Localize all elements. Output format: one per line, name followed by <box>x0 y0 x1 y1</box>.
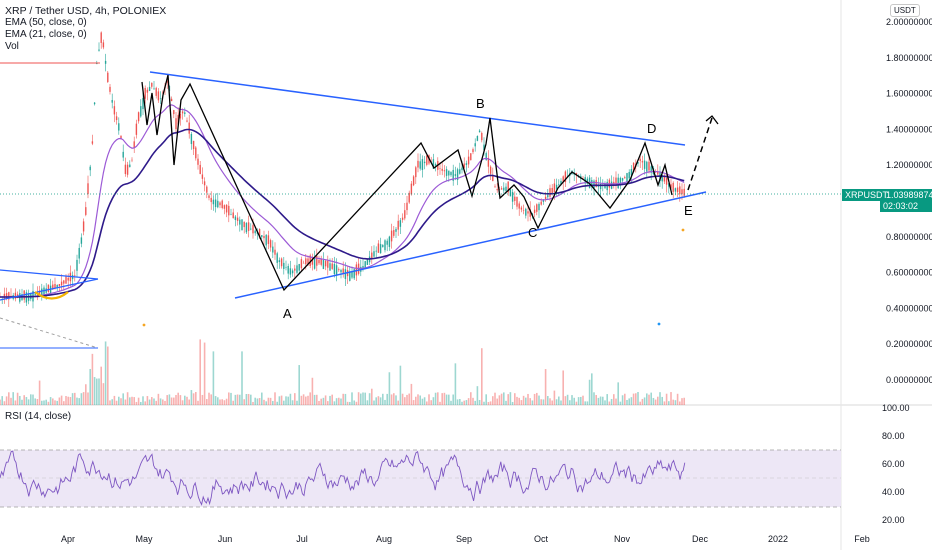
lower-trendline <box>234 191 707 299</box>
left-dashed-line <box>0 317 99 349</box>
yellow-arc <box>34 291 69 300</box>
symbol-title[interactable]: XRP / Tether USD, 4h, POLONIEX <box>5 5 167 17</box>
price-axis-label: 0.20000000 <box>886 339 932 349</box>
time-axis-label: Aug <box>376 534 392 544</box>
rsi-legend[interactable]: RSI (14, close) <box>5 411 72 422</box>
blue-marker <box>657 322 661 326</box>
time-axis-label: 2022 <box>768 534 788 544</box>
ema50-line <box>0 128 685 298</box>
time-axis-label: Jun <box>218 534 233 544</box>
candlesticks <box>0 31 685 309</box>
price-axis-label: 0.80000000 <box>886 232 932 242</box>
time-axis-label: Feb <box>854 534 870 544</box>
upper-trendline <box>149 71 686 146</box>
countdown-value: 02:03:02 <box>883 201 919 211</box>
rsi-band <box>0 450 841 507</box>
price-axis-label: 0.40000000 <box>886 303 932 313</box>
wave-label-c: C <box>528 225 537 240</box>
price-axis-label: 0.00000000 <box>886 375 932 385</box>
price-tag-price: 1.03989874 <box>886 190 932 200</box>
rsi-axis-label: 40.00 <box>882 487 905 497</box>
left-blue-trendline <box>0 269 99 280</box>
time-axis-label: Apr <box>61 534 75 544</box>
price-axis-label: 1.60000000 <box>886 89 932 99</box>
price-countdown: 02:03:02 <box>880 201 932 212</box>
time-axis-label: Oct <box>534 534 549 544</box>
rsi-axis[interactable]: 100.00 80.00 60.00 40.00 20.00 <box>882 403 910 525</box>
wave-label-e: E <box>684 203 693 218</box>
wave-label-a: A <box>283 306 292 321</box>
price-axis-label: 2.00000000 <box>886 17 932 27</box>
time-axis[interactable]: Apr May Jun Jul Aug Sep Oct Nov Dec 2022 Feb <box>61 534 870 544</box>
ema21-legend[interactable]: EMA (21, close, 0) <box>5 29 87 40</box>
time-axis-label: Dec <box>692 534 709 544</box>
price-tag: XRPUSDT 1.03989874 <box>842 189 932 201</box>
rsi-axis-label: 60.00 <box>882 459 905 469</box>
elliott-zigzag <box>141 74 673 292</box>
rsi-line <box>0 450 686 506</box>
currency-selector[interactable]: USDT <box>890 4 920 17</box>
price-axis[interactable]: 2.00000000 1.80000000 1.60000000 1.40000000… <box>886 17 932 385</box>
ema21-line <box>0 104 685 298</box>
time-axis-label: Nov <box>614 534 631 544</box>
price-axis-label: 0.60000000 <box>886 268 932 278</box>
time-axis-label: Jul <box>296 534 308 544</box>
volume-bars <box>0 339 685 405</box>
projection-arrow <box>687 117 713 191</box>
wave-label-d: D <box>647 121 656 136</box>
time-axis-label: May <box>135 534 153 544</box>
wave-label-b: B <box>476 96 485 111</box>
rsi-axis-label: 100.00 <box>882 403 910 413</box>
projection-arrowhead <box>705 115 719 125</box>
price-axis-label: 1.20000000 <box>886 160 932 170</box>
orange-marker <box>142 323 146 327</box>
price-tag-symbol: XRPUSDT <box>845 190 889 200</box>
ema50-legend[interactable]: EMA (50, close, 0) <box>5 17 87 28</box>
volume-legend[interactable]: Vol <box>5 41 19 52</box>
orange-marker-2 <box>681 228 685 232</box>
left-blue-trendline-2 <box>0 278 99 301</box>
price-axis-label: 1.80000000 <box>886 53 932 63</box>
time-axis-label: Sep <box>456 534 472 544</box>
rsi-axis-label: 80.00 <box>882 431 905 441</box>
rsi-axis-label: 20.00 <box>882 515 905 525</box>
price-axis-label: 1.40000000 <box>886 124 932 134</box>
